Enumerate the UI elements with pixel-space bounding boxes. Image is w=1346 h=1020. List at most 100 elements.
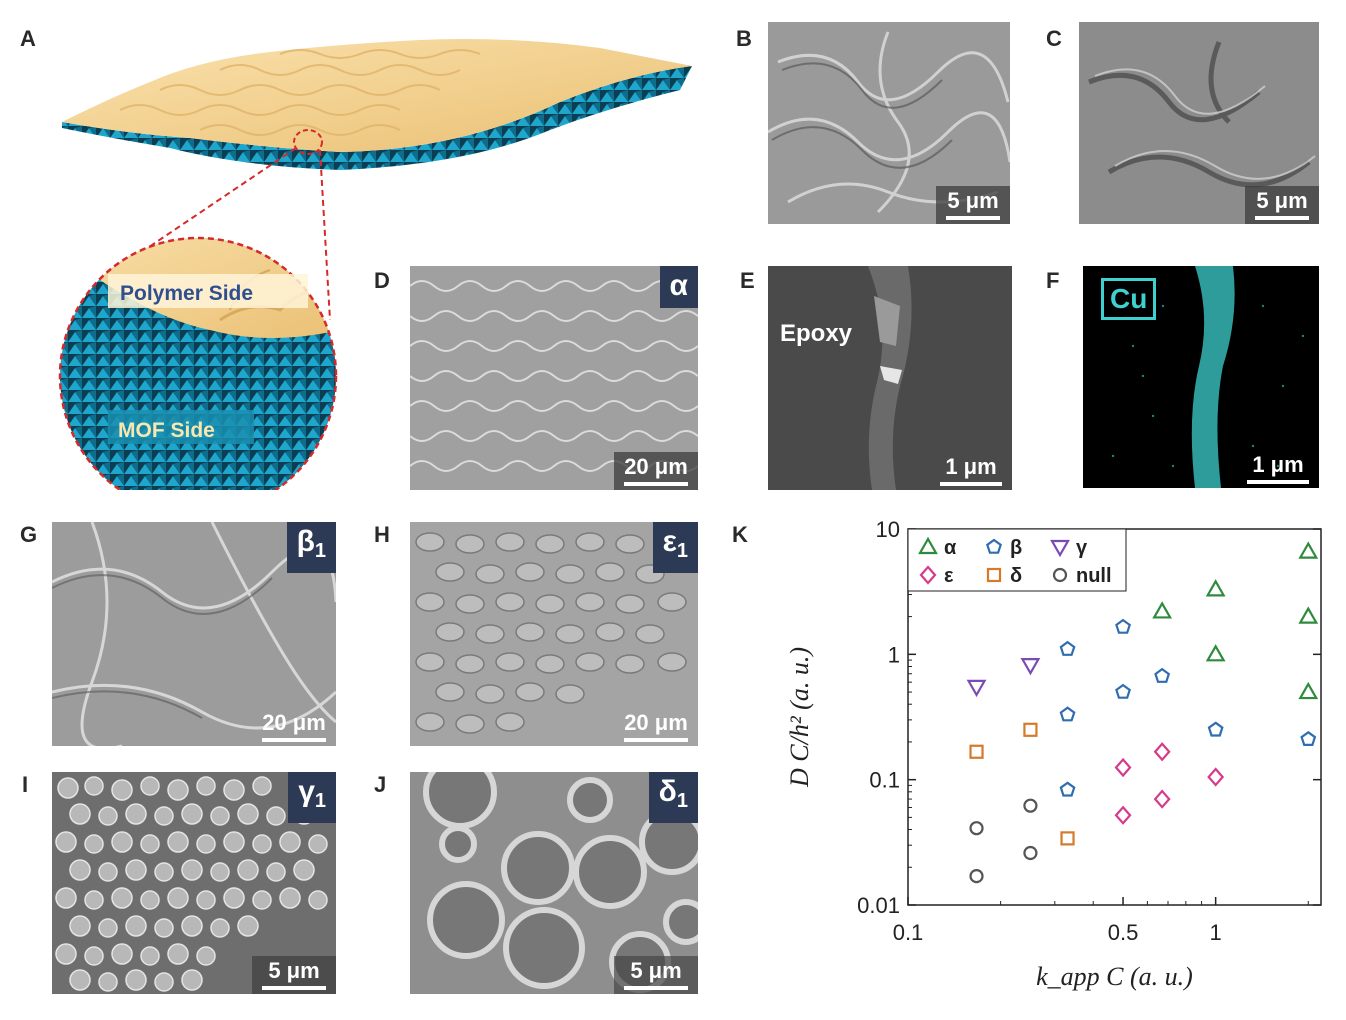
legend-marker-circle [1052,567,1068,583]
ring-texture [423,772,698,993]
panel-c-sem-image: 5 μm [1079,22,1319,224]
epoxy-label: Epoxy [780,320,853,347]
data-point-pentagon [1300,730,1317,746]
scale-bar-d: 20 μm [614,452,698,490]
scale-line-h [624,738,688,742]
scale-bar-h: 20 μm [614,708,698,746]
scale-line-e [940,482,1002,486]
data-point-circle [1023,798,1038,813]
data-point-diamond [1114,757,1132,778]
data-point-triangle-up [1298,541,1319,559]
scale-line-c [1255,216,1309,220]
tag-beta1-sub: 1 [314,540,326,562]
data-point-triangle-up [1152,601,1173,619]
granular-texture [1088,41,1316,188]
panel-label-g: G [20,522,38,547]
panel-label-j: J [374,772,387,797]
scale-label-c: 5 μm [1256,188,1308,213]
legend-label: ε [944,565,954,587]
panel-label-a: A [20,26,36,51]
data-point-pentagon [1154,667,1171,683]
panel-f-eds-map: Cu 1 μm [1083,266,1319,488]
data-point-triangle-up [1298,681,1319,700]
scale-label-b: 5 μm [947,188,999,213]
data-point-triangle-up [1205,644,1226,662]
particle-texture [55,776,328,992]
scale-label-g: 20 μm [262,710,326,735]
data-point-pentagon [1059,781,1076,797]
y-tick-label: 1 [888,642,900,667]
tag-delta1: δ1 [648,772,698,823]
y-axis-label: D C/h² (a. u.) [785,647,814,788]
data-point-diamond [1207,767,1225,787]
legend-label: β [1010,537,1022,559]
scale-label-j: 5 μm [630,958,682,983]
panel-label-k: K [732,522,748,547]
panel-label-b: B [736,26,752,51]
panel-label-i: I [22,772,29,797]
tag-epsilon1-sub: 1 [676,540,688,562]
data-point-pentagon [1115,683,1131,699]
tag-alpha: α [659,266,698,308]
scale-label-h: 20 μm [624,710,688,735]
scale-line-i [262,986,326,990]
legend-label: γ [1076,537,1088,559]
mof-side-label: MOF Side [118,419,215,442]
tag-gamma1-sub: 1 [314,790,326,812]
scale-line-j [624,986,688,990]
legend-label: null [1076,565,1112,587]
panel-b-sem-image: 5 μm [768,22,1010,224]
x-tick-label: 1 [1210,920,1222,945]
data-point-diamond [1153,789,1171,809]
scale-bar-g: 20 μm [252,708,336,746]
data-point-square [1023,722,1038,737]
data-point-triangle-up [1205,579,1226,597]
data-point-circle [1023,845,1038,861]
scale-line-b [946,216,1000,220]
tag-gamma1-text: γ [298,775,315,808]
panel-e-sem-image: Epoxy 1 μm [768,266,1012,490]
tag-alpha-text: α [669,269,688,302]
data-point-circle [969,869,984,884]
panel-h-sem-image: ε1 20 μm [410,522,698,746]
scale-line-f [1247,480,1309,484]
scale-line-d [624,482,688,486]
data-point-triangle-up [1298,606,1319,624]
scale-label-i: 5 μm [268,958,320,983]
x-tick-label: 0.5 [1108,920,1139,945]
scale-bar-b: 5 μm [936,186,1010,224]
panel-label-e: E [740,268,755,293]
scale-bar-j: 5 μm [614,956,698,994]
panel-i-sem-image: γ1 5 μm [52,772,336,994]
scale-bar-i: 5 μm [252,956,336,994]
scale-bar-c: 5 μm [1245,186,1319,224]
legend-label: α [944,537,957,559]
legend-marker-pentagon [986,538,1002,554]
tag-delta1-sub: 1 [676,790,688,812]
x-axis-label: k_app C (a. u.) [1036,962,1193,991]
y-tick-label: 10 [876,517,900,542]
cu-element-label: Cu [1101,278,1157,320]
tag-beta1-text: β [296,525,315,558]
data-point-triangle-down [966,679,987,698]
scale-bar-f: 1 μm [1237,450,1319,488]
data-point-circle [969,821,984,836]
data-point-pentagon [1059,640,1076,656]
data-point-square [1060,831,1075,846]
cross-section-texture [868,266,912,490]
panel-label-c: C [1046,26,1062,51]
panel-d-sem-image: α 20 μm [410,266,698,490]
scale-label-d: 20 μm [624,454,688,479]
membrane-illustration: Polymer Side MOF Side [58,39,692,516]
tag-gamma1: γ1 [288,772,336,823]
x-tick-label: 0.1 [893,920,924,945]
panel-a-illustration: Polymer Side MOF Side [40,30,730,516]
legend-marker-triangle-down [1050,539,1070,558]
y-tick-label: 0.01 [857,893,900,918]
ellipse-texture [415,532,687,734]
scale-line-g [262,738,326,742]
legend-box [907,528,1127,592]
polymer-side-label: Polymer Side [120,282,253,305]
data-point-pentagon [1207,721,1224,737]
